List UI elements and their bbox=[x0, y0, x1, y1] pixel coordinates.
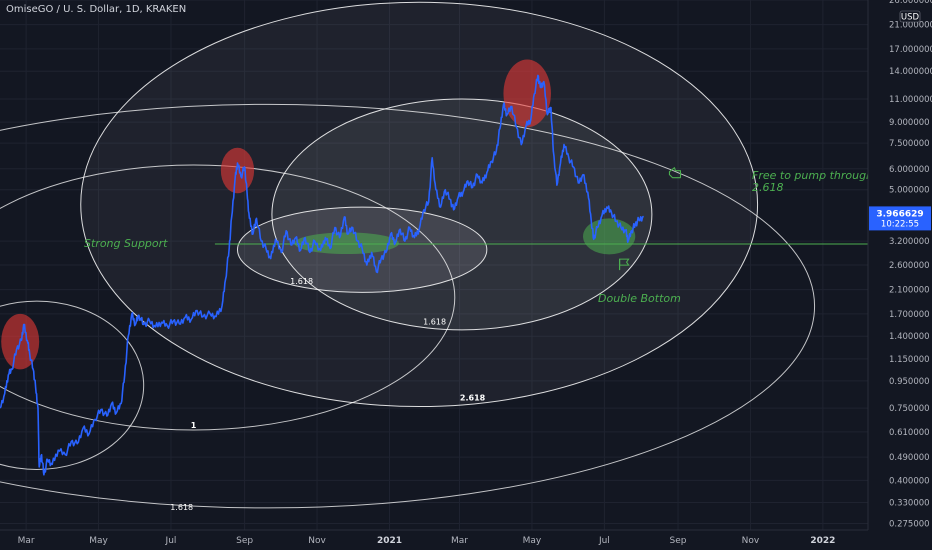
price-line bbox=[0, 74, 645, 476]
time-tick-label: May bbox=[89, 536, 108, 546]
chart-title: OmiseGO / U. S. Dollar, 1D, KRAKEN bbox=[6, 4, 187, 15]
peak-highlight bbox=[220, 147, 255, 194]
price-axis[interactable]: 26.000000 21.000000 17.000000 14.000000 11.0… bbox=[867, 0, 932, 550]
strong-support-label: Strong Support bbox=[84, 237, 168, 250]
price-tick-label: 1.150000 bbox=[889, 355, 930, 365]
fib-ellipse bbox=[0, 300, 145, 470]
fib-labels: 1.618 1.618 2.618 1 1.618 bbox=[170, 277, 485, 512]
double-bottom-label: Double Bottom bbox=[598, 292, 681, 305]
price-tick-label: 1.700000 bbox=[889, 310, 930, 320]
price-tick-label: 17.000000 bbox=[889, 45, 932, 55]
time-axis[interactable]: Mar May Jul Sep Nov 2021 Mar May Jul Sep Nov 2022 bbox=[0, 529, 932, 550]
price-tick-label: 11.000000 bbox=[889, 95, 932, 105]
currency-badge bbox=[899, 10, 921, 23]
free-to-pump-value: 2.618 bbox=[752, 181, 784, 194]
time-tick-label: Mar bbox=[451, 536, 468, 546]
hand-pointing-icon bbox=[668, 167, 682, 179]
time-tick-label: Sep bbox=[670, 536, 687, 546]
annotations: Strong Support Free to pump through 2.61… bbox=[84, 167, 873, 305]
price-tick-label: 0.750000 bbox=[889, 404, 930, 414]
peak-highlight bbox=[503, 59, 551, 128]
time-tick-label: 2021 bbox=[377, 536, 402, 546]
price-tick-label: 2.600000 bbox=[889, 261, 930, 271]
fib-level-label: 2.618 bbox=[460, 394, 486, 403]
price-tick-label: 0.400000 bbox=[889, 476, 930, 486]
price-tick-label: 0.490000 bbox=[889, 453, 930, 463]
price-tick-label: 0.950000 bbox=[889, 377, 930, 387]
flag-icon bbox=[618, 258, 630, 271]
price-tick-label: 9.000000 bbox=[889, 118, 930, 128]
fib-ellipse bbox=[271, 98, 653, 331]
fib-ellipse bbox=[0, 164, 456, 431]
time-tick-label: 2022 bbox=[810, 536, 835, 546]
time-tick-label: Nov bbox=[742, 536, 760, 546]
time-tick-label: Sep bbox=[236, 536, 253, 546]
price-tick-label: 1.400000 bbox=[889, 332, 930, 342]
fib-level-label: 1.618 bbox=[290, 277, 313, 286]
current-price-value: 3.966629 bbox=[876, 209, 923, 219]
fib-ellipse bbox=[0, 103, 815, 509]
hand-shape bbox=[668, 167, 682, 179]
free-to-pump-label: Free to pump through bbox=[752, 169, 873, 182]
time-tick-label: Mar bbox=[18, 536, 35, 546]
fib-ellipse bbox=[80, 1, 759, 408]
time-tick-label: Jul bbox=[165, 536, 177, 546]
price-tick-label: 26.000000 bbox=[889, 0, 932, 6]
fib-level-label: 1 bbox=[191, 421, 197, 430]
price-tick-label: 3.200000 bbox=[889, 237, 930, 247]
price-series bbox=[0, 74, 645, 476]
price-tick-label: 0.275000 bbox=[889, 520, 930, 530]
time-tick-label: Nov bbox=[308, 536, 326, 546]
currency-label: USD bbox=[901, 13, 920, 23]
price-tick-label: 0.610000 bbox=[889, 428, 930, 438]
fib-level-label: 1.618 bbox=[170, 503, 193, 512]
price-tick-label: 0.330000 bbox=[889, 499, 930, 509]
price-tick-label: 14.000000 bbox=[889, 67, 932, 77]
time-tick-label: May bbox=[523, 536, 542, 546]
fib-level-label: 1.618 bbox=[423, 318, 446, 327]
bar-countdown: 10:22:55 bbox=[881, 219, 919, 229]
fib-ellipses bbox=[0, 1, 815, 509]
grid bbox=[0, 0, 868, 530]
time-axis-background bbox=[0, 530, 932, 550]
price-tick-label: 7.500000 bbox=[889, 139, 930, 149]
price-tick-label: 5.000000 bbox=[889, 186, 930, 196]
price-tick-label: 2.100000 bbox=[889, 286, 930, 296]
price-tick-label: 6.000000 bbox=[889, 165, 930, 175]
price-axis-background bbox=[868, 0, 932, 550]
current-price-tag bbox=[869, 206, 931, 231]
time-tick-label: Jul bbox=[598, 536, 610, 546]
flag-cloth bbox=[619, 258, 630, 266]
price-ticks: 26.000000 21.000000 17.000000 14.000000 11.0… bbox=[889, 0, 932, 530]
price-tick-label: 21.000000 bbox=[889, 21, 932, 31]
